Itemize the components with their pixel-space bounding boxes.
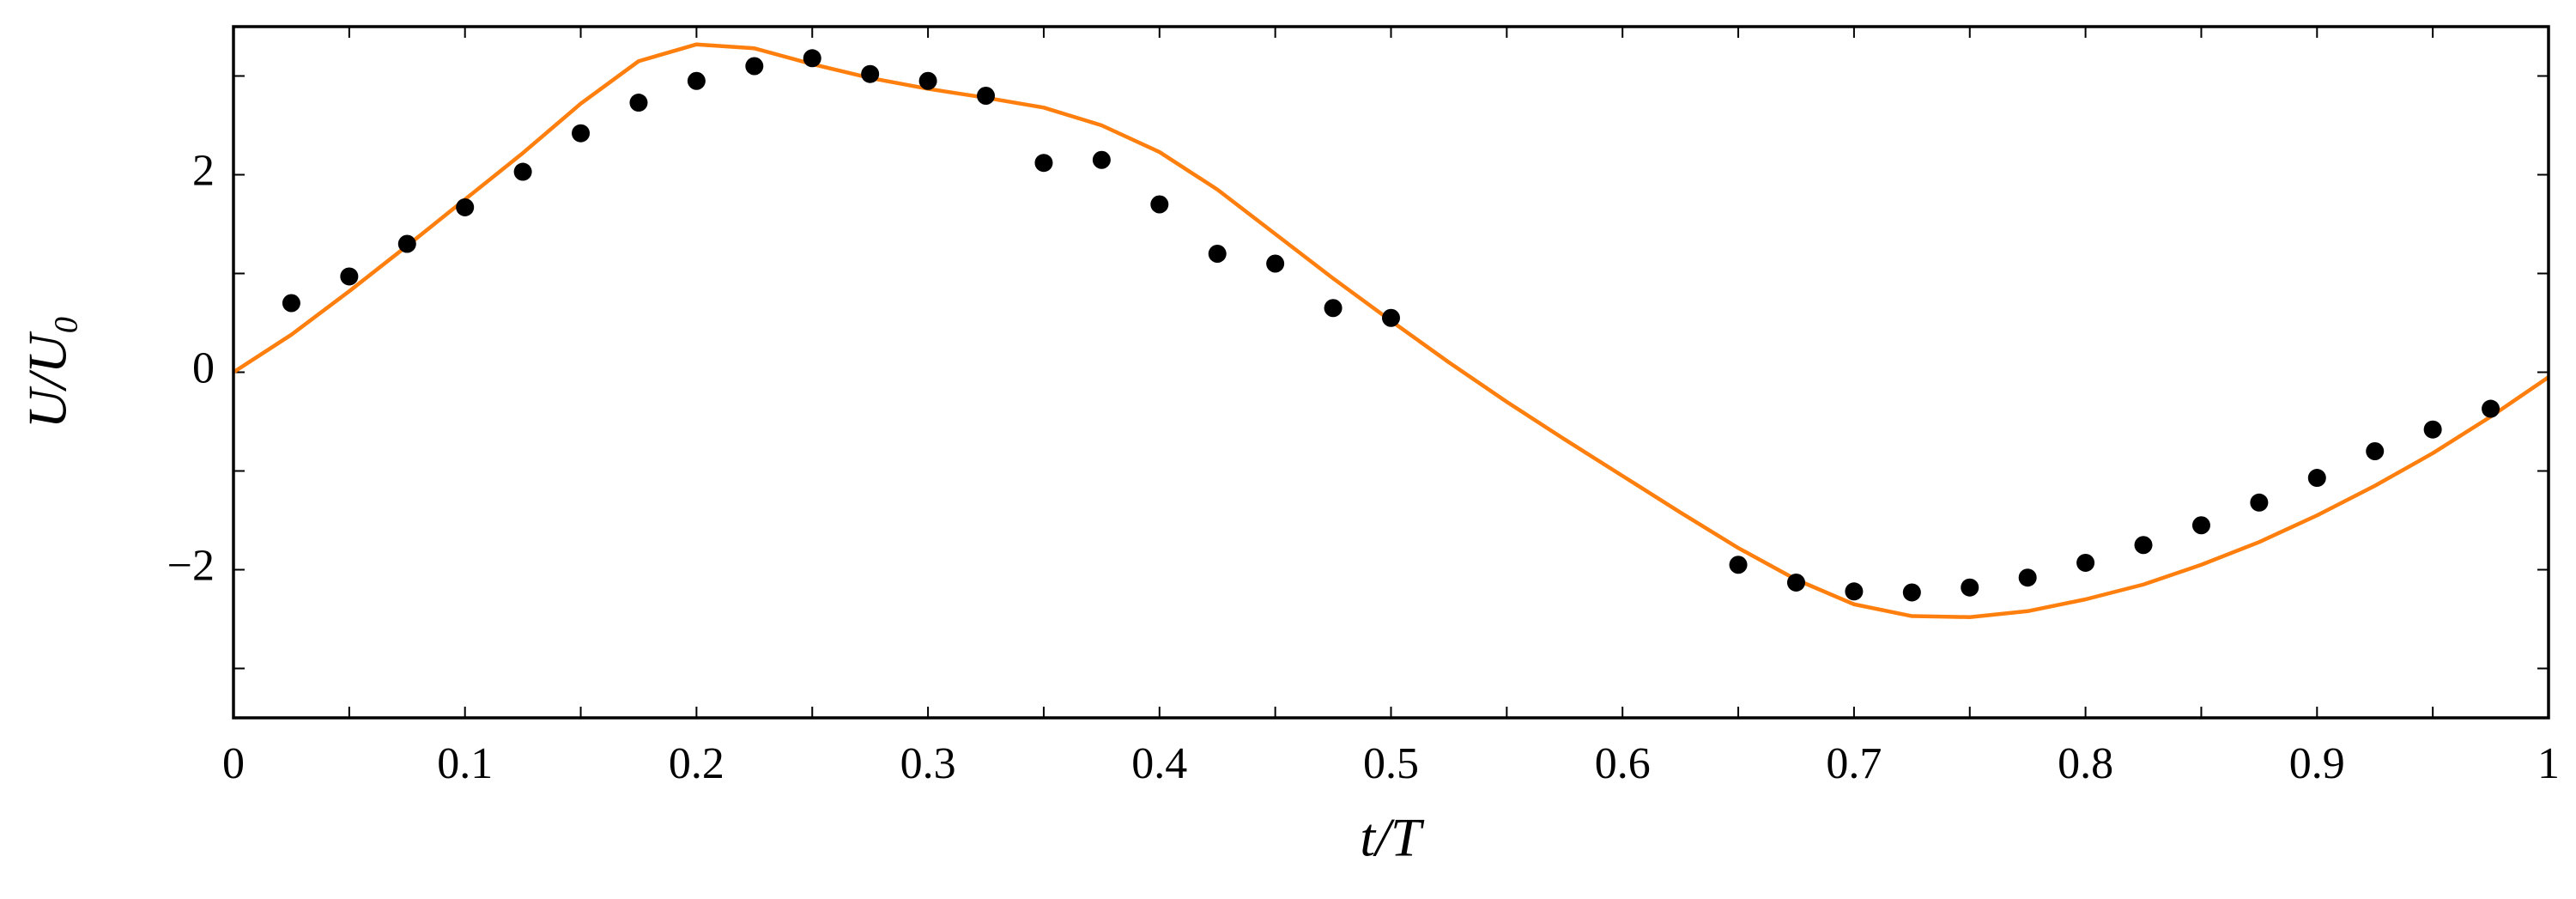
- data-point: [803, 49, 821, 68]
- data-point: [1266, 254, 1285, 273]
- x-tick-label: 1: [2537, 739, 2560, 788]
- data-point: [282, 294, 300, 313]
- data-point: [2134, 536, 2153, 555]
- data-point: [1902, 583, 1921, 602]
- data-point: [1208, 245, 1227, 263]
- x-tick-label: 0.5: [1363, 739, 1419, 788]
- data-point: [918, 71, 937, 90]
- x-tick-label: 0: [222, 739, 245, 788]
- data-point: [1324, 299, 1343, 318]
- y-axis-label: U/U₀: [17, 315, 78, 428]
- data-point: [2307, 469, 2326, 488]
- x-tick-label: 0.4: [1131, 739, 1187, 788]
- data-point: [977, 87, 996, 105]
- data-point: [2482, 399, 2500, 418]
- x-tick-label: 0.2: [669, 739, 724, 788]
- data-point: [1382, 308, 1400, 327]
- data-point: [2366, 442, 2385, 460]
- y-tick-label: 0: [192, 343, 215, 392]
- data-point: [1845, 582, 1864, 601]
- x-tick-label: 0.9: [2289, 739, 2345, 788]
- y-tick-label: −2: [167, 541, 215, 590]
- data-point: [2250, 493, 2269, 512]
- data-point: [629, 94, 648, 112]
- x-tick-label: 0.8: [2058, 739, 2113, 788]
- data-point: [572, 124, 591, 143]
- x-tick-label: 0.7: [1826, 739, 1882, 788]
- data-point: [2423, 420, 2442, 439]
- data-point: [861, 64, 880, 83]
- data-point: [1786, 573, 1805, 592]
- data-point: [1092, 150, 1111, 169]
- plot-frame: [232, 25, 2550, 720]
- data-point: [2191, 516, 2210, 535]
- data-point: [456, 197, 475, 216]
- data-point: [397, 234, 416, 253]
- data-point: [1729, 556, 1748, 574]
- data-point: [1961, 578, 1979, 597]
- data-point: [687, 71, 706, 90]
- x-tick-label: 0.1: [437, 739, 493, 788]
- data-point: [2018, 568, 2037, 587]
- data-point: [513, 162, 532, 181]
- x-axis-label: t/T: [1360, 807, 1425, 868]
- data-point: [2076, 553, 2095, 572]
- y-tick-label: 2: [192, 146, 215, 195]
- x-tick-label: 0.3: [900, 739, 956, 788]
- data-point: [745, 57, 764, 76]
- data-point: [340, 267, 359, 286]
- data-point: [1034, 154, 1053, 173]
- x-tick-label: 0.6: [1595, 739, 1651, 788]
- data-point: [1150, 195, 1169, 214]
